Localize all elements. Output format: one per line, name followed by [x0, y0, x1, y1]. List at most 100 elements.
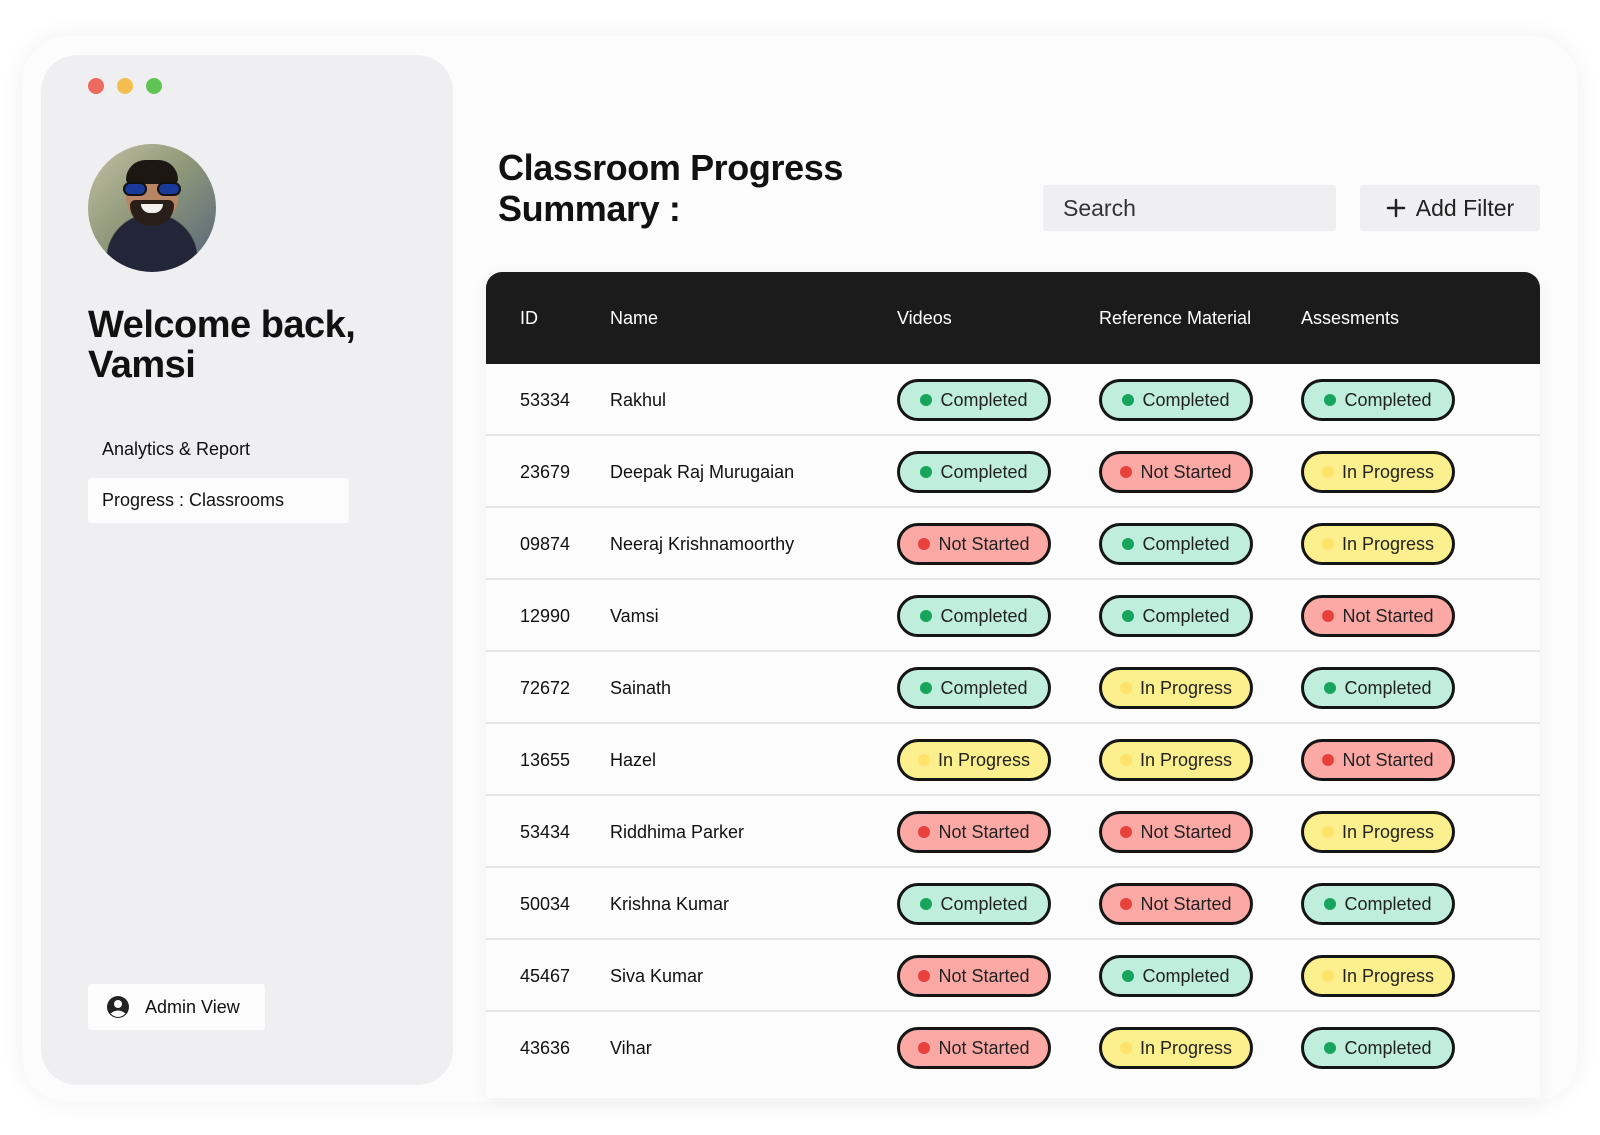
reference-status-badge[interactable]: Not Started — [1099, 811, 1253, 853]
assessments-status-badge[interactable]: Completed — [1301, 1027, 1455, 1069]
videos-status-badge[interactable]: Completed — [897, 379, 1051, 421]
reference-status-cell: Not Started — [1099, 436, 1253, 508]
reference-status-badge[interactable]: Not Started — [1099, 451, 1253, 493]
reference-status-badge[interactable]: Not Started — [1099, 883, 1253, 925]
status-label: Completed — [1344, 389, 1432, 410]
status-dot-icon — [1321, 970, 1334, 982]
status-dot-icon — [917, 754, 930, 766]
status-dot-icon — [1120, 826, 1133, 838]
table-header: ID Name Videos Reference Material Assesm… — [486, 272, 1540, 364]
status-label: Not Started — [1342, 605, 1434, 626]
assessments-status-badge[interactable]: Completed — [1301, 379, 1455, 421]
table-row[interactable]: 72672 Sainath Completed In Progress Complete… — [486, 652, 1540, 724]
admin-view-label: Admin View — [145, 996, 240, 1017]
column-header-videos[interactable]: Videos — [897, 307, 952, 328]
column-header-reference-material[interactable]: Reference Material — [1099, 307, 1252, 328]
assessments-status-cell: Completed — [1301, 364, 1455, 436]
status-dot-icon — [1322, 610, 1335, 622]
table-row[interactable]: 09874 Neeraj Krishnamoorthy Not Started Com… — [486, 508, 1540, 580]
assessments-status-badge[interactable]: In Progress — [1301, 811, 1455, 853]
videos-status-badge[interactable]: Not Started — [897, 811, 1051, 853]
status-label: In Progress — [1341, 821, 1435, 842]
table-row[interactable]: 50034 Krishna Kumar Completed Not Started Co… — [486, 868, 1540, 940]
status-dot-icon — [1119, 754, 1132, 766]
status-label: In Progress — [1139, 677, 1233, 698]
status-dot-icon — [920, 466, 933, 478]
videos-status-cell: Not Started — [897, 1012, 1051, 1084]
maximize-window-button[interactable] — [146, 78, 162, 94]
status-dot-icon — [920, 610, 933, 622]
status-dot-icon — [1322, 754, 1335, 766]
reference-status-badge[interactable]: Completed — [1099, 379, 1253, 421]
student-id: 53434 — [520, 821, 571, 842]
nav-progress-classrooms[interactable]: Progress : Classrooms — [88, 478, 349, 523]
assessments-status-badge[interactable]: In Progress — [1301, 523, 1455, 565]
assessments-status-badge[interactable]: In Progress — [1301, 955, 1455, 997]
videos-status-badge[interactable]: In Progress — [897, 739, 1051, 781]
add-filter-button[interactable]: Add Filter — [1360, 185, 1540, 231]
assessments-status-badge[interactable]: Completed — [1301, 883, 1455, 925]
table-row[interactable]: 43636 Vihar Not Started In Progress Complete… — [486, 1012, 1540, 1084]
videos-status-badge[interactable]: Not Started — [897, 955, 1051, 997]
student-id: 50034 — [520, 893, 571, 914]
status-dot-icon — [918, 826, 931, 838]
minimize-window-button[interactable] — [117, 78, 133, 94]
column-header-id[interactable]: ID — [520, 307, 538, 328]
videos-status-cell: Completed — [897, 580, 1051, 652]
column-header-assessments[interactable]: Assesments — [1301, 307, 1400, 328]
assessments-status-cell: In Progress — [1301, 940, 1455, 1012]
avatar[interactable] — [88, 144, 216, 272]
reference-status-badge[interactable]: In Progress — [1099, 1027, 1253, 1069]
status-label: Completed — [1142, 605, 1230, 626]
student-name: Neeraj Krishnamoorthy — [610, 533, 795, 554]
status-dot-icon — [1119, 1042, 1132, 1054]
reference-status-cell: In Progress — [1099, 724, 1253, 796]
assessments-status-badge[interactable]: Not Started — [1301, 595, 1455, 637]
close-window-button[interactable] — [88, 78, 104, 94]
status-label: Completed — [940, 389, 1028, 410]
assessments-status-badge[interactable]: Not Started — [1301, 739, 1455, 781]
reference-status-cell: Not Started — [1099, 796, 1253, 868]
student-name: Deepak Raj Murugaian — [610, 461, 795, 482]
reference-status-cell: Completed — [1099, 508, 1253, 580]
status-label: Not Started — [938, 965, 1030, 986]
status-label: Completed — [1142, 965, 1230, 986]
reference-status-cell: Completed — [1099, 940, 1253, 1012]
student-id: 12990 — [520, 605, 571, 626]
search-input[interactable] — [1043, 185, 1336, 231]
column-header-name[interactable]: Name — [610, 307, 659, 328]
videos-status-badge[interactable]: Completed — [897, 451, 1051, 493]
student-name: Riddhima Parker — [610, 821, 745, 842]
table-row[interactable]: 45467 Siva Kumar Not Started Completed In Pr… — [486, 940, 1540, 1012]
table-row[interactable]: 23679 Deepak Raj Murugaian Completed Not St… — [486, 436, 1540, 508]
videos-status-badge[interactable]: Not Started — [897, 1027, 1051, 1069]
videos-status-badge[interactable]: Not Started — [897, 523, 1051, 565]
table-row[interactable]: 13655 Hazel In Progress In Progress Not Star… — [486, 724, 1540, 796]
nav-analytics-report[interactable]: Analytics & Report — [102, 439, 251, 459]
student-id: 09874 — [520, 533, 571, 554]
status-label: Completed — [940, 605, 1028, 626]
status-label: Completed — [1344, 893, 1432, 914]
reference-status-badge[interactable]: In Progress — [1099, 739, 1253, 781]
videos-status-cell: Not Started — [897, 796, 1051, 868]
student-name: Vamsi — [610, 605, 659, 626]
assessments-status-badge[interactable]: In Progress — [1301, 451, 1455, 493]
status-label: Not Started — [938, 821, 1030, 842]
assessments-status-badge[interactable]: Completed — [1301, 667, 1455, 709]
table-row[interactable]: 53334 Rakhul Completed Completed Completed — [486, 364, 1540, 436]
videos-status-badge[interactable]: Completed — [897, 883, 1051, 925]
status-label: Not Started — [1140, 461, 1232, 482]
student-name: Krishna Kumar — [610, 893, 730, 914]
reference-status-badge[interactable]: In Progress — [1099, 667, 1253, 709]
status-label: In Progress — [937, 749, 1031, 770]
reference-status-badge[interactable]: Completed — [1099, 523, 1253, 565]
reference-status-badge[interactable]: Completed — [1099, 595, 1253, 637]
assessments-status-cell: In Progress — [1301, 436, 1455, 508]
videos-status-badge[interactable]: Completed — [897, 595, 1051, 637]
table-row[interactable]: 12990 Vamsi Completed Completed Not Started — [486, 580, 1540, 652]
reference-status-badge[interactable]: Completed — [1099, 955, 1253, 997]
videos-status-badge[interactable]: Completed — [897, 667, 1051, 709]
admin-view-button[interactable]: Admin View — [88, 984, 265, 1030]
user-circle-icon — [107, 996, 129, 1018]
table-row[interactable]: 53434 Riddhima Parker Not Started Not Start… — [486, 796, 1540, 868]
